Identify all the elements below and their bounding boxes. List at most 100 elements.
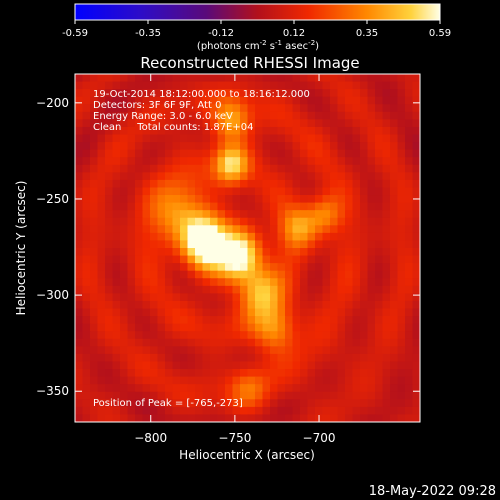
heatmap-cell [345, 391, 354, 400]
heatmap-cell [105, 248, 114, 257]
heatmap-cell [300, 323, 309, 332]
heatmap-cell [240, 149, 249, 158]
heatmap-cell [412, 308, 420, 317]
heatmap-cell [202, 263, 211, 272]
heatmap-cell [217, 134, 226, 143]
heatmap-cell [225, 164, 234, 173]
heatmap-cell [105, 225, 114, 234]
heatmap-cell [390, 232, 399, 242]
heatmap-cell [405, 89, 414, 98]
heatmap-cell [360, 263, 369, 272]
heatmap-cell [157, 164, 166, 173]
heatmap-cell [390, 164, 399, 173]
heatmap-cell [165, 278, 174, 287]
heatmap-cell [240, 142, 249, 151]
heatmap-cell [150, 285, 159, 294]
heatmap-cell [405, 376, 414, 385]
heatmap-cell [330, 217, 339, 226]
heatmap-cell [172, 104, 181, 113]
heatmap-cell [375, 126, 384, 136]
heatmap-cell [360, 111, 369, 120]
heatmap-cell [202, 157, 211, 166]
heatmap-cell [172, 217, 181, 226]
heatmap-cell [307, 369, 316, 378]
heatmap-cell [285, 406, 294, 416]
heatmap-cell [82, 255, 91, 264]
heatmap-cell [127, 369, 136, 378]
heatmap-cell [150, 323, 159, 332]
heatmap-cell [97, 187, 106, 196]
plot-frame [74, 73, 421, 423]
heatmap-cell [390, 376, 399, 385]
heatmap-cell [82, 202, 91, 211]
heatmap-cell [150, 157, 159, 166]
heatmap-cell [247, 285, 256, 294]
heatmap-cell [157, 399, 166, 408]
heatmap-cell [307, 195, 316, 204]
heatmap-cell [82, 157, 91, 166]
heatmap-cell [405, 111, 414, 120]
heatmap-cell [195, 187, 204, 196]
heatmap-cell [150, 399, 159, 408]
heatmap-cell [240, 323, 249, 332]
heatmap-cell [225, 338, 234, 347]
heatmap-cell [135, 164, 144, 173]
heatmap-cell [375, 149, 384, 158]
heatmap-cell [180, 126, 189, 136]
heatmap-cell [195, 391, 204, 400]
heatmap-cell [75, 149, 84, 158]
heatmap-cell [120, 74, 129, 83]
heatmap-cell [307, 225, 316, 234]
heatmap-cell [352, 96, 361, 105]
heatmap-cell [315, 195, 324, 204]
heatmap-cell [180, 74, 189, 83]
heatmap-cell [397, 157, 406, 166]
heatmap-cell [375, 278, 384, 287]
heatmap-cell [292, 142, 301, 151]
heatmap-cell [330, 316, 339, 325]
heatmap-cell [292, 270, 301, 279]
heatmap-cell [270, 240, 279, 249]
heatmap-cell [195, 157, 204, 166]
heatmap-cell [412, 391, 420, 400]
heatmap-cell [157, 263, 166, 272]
heatmap-cell [232, 323, 241, 332]
heatmap-cell [352, 316, 361, 325]
heatmap-cell [330, 157, 339, 166]
heatmap-cell [367, 202, 376, 211]
heatmap-cell [82, 414, 91, 422]
heatmap-cell [240, 293, 249, 302]
heatmap-cell [150, 406, 159, 416]
heatmap-cell [255, 96, 264, 105]
heatmap-cell [270, 126, 279, 136]
heatmap-cell [240, 164, 249, 173]
heatmap-cell [375, 399, 384, 408]
heatmap-cell [217, 376, 226, 385]
heatmap-cell [315, 376, 324, 385]
heatmap-cell [322, 293, 331, 302]
heatmap-cell [120, 353, 129, 363]
heatmap-cell [307, 157, 316, 166]
heatmap-cell [315, 164, 324, 173]
heatmap-cell [210, 376, 219, 385]
heatmap-cell [277, 74, 286, 83]
heatmap-cell [360, 157, 369, 166]
heatmap-cell [217, 399, 226, 408]
heatmap-cell [195, 195, 204, 204]
heatmap-cell [405, 210, 414, 219]
heatmap-cell [127, 126, 136, 136]
heatmap-cell [247, 391, 256, 400]
heatmap-cell [90, 179, 99, 189]
heatmap-cell [112, 195, 121, 204]
heatmap-cell [97, 134, 106, 143]
heatmap-cell [307, 255, 316, 264]
heatmap-cell [300, 89, 309, 98]
heatmap-cell [240, 316, 249, 325]
heatmap-cell [202, 338, 211, 347]
heatmap-cell [120, 263, 129, 272]
heatmap-cell [397, 414, 406, 422]
heatmap-cell [330, 384, 339, 393]
heatmap-cell [142, 414, 151, 422]
heatmap-cell [165, 210, 174, 219]
heatmap-cell [180, 270, 189, 279]
